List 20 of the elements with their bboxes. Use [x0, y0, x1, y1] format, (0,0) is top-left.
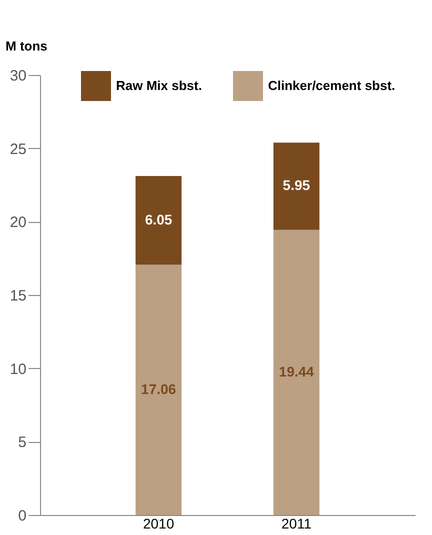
bar: [273, 230, 320, 515]
y-tick-label: 5: [18, 434, 26, 452]
x-tick-label: 2010: [142, 516, 174, 532]
data-label: 6.05: [144, 211, 172, 228]
data-label: 17.06: [141, 380, 176, 397]
legend-label: Raw Mix sbst.: [116, 78, 202, 93]
bar: [136, 176, 182, 265]
x-tick-label: 2011: [281, 516, 312, 532]
y-tick-label: 0: [18, 508, 26, 524]
legend-label: Clinker/cement sbst.: [268, 78, 396, 93]
y-tick-label: 10: [10, 360, 26, 378]
bar: [136, 264, 182, 515]
y-tick-label: 15: [10, 288, 26, 304]
y-tick-label: 25: [10, 140, 26, 158]
y-tick-label: 30: [10, 68, 26, 84]
data-label: 5.95: [282, 177, 310, 194]
y-tick-label: 20: [10, 214, 26, 232]
bar: [273, 142, 320, 230]
data-label: 19.44: [278, 363, 314, 380]
y-axis-title: M tons: [6, 38, 48, 54]
